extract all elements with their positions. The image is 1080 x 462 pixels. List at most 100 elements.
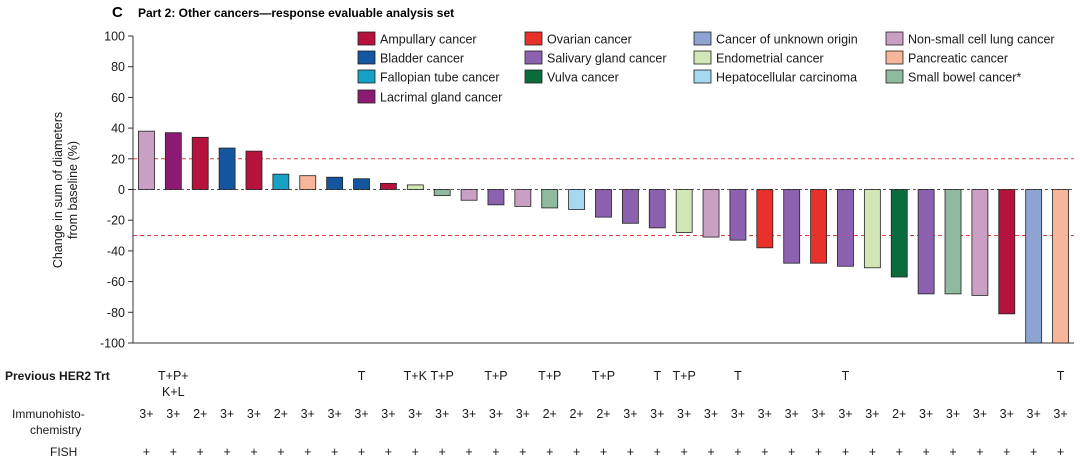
ihc-cell: 3+ [328,407,342,421]
row-title-trt: Previous HER2 Trt [5,369,110,383]
ihc-cell: 3+ [704,407,718,421]
fish-cell: + [197,445,204,459]
legend: Ampullary cancer Ovarian cancer Cancer of … [357,31,1055,105]
bar [406,184,424,190]
trt-cell: T+K [404,369,428,383]
trt-cell-line: T+P [431,369,454,383]
row-title-ihc-line: Immunohisto- [12,407,85,421]
fish-cell: + [600,445,607,459]
y-tick-label: -60 [107,275,125,289]
bar [675,189,693,233]
trt-cell: T+P [484,369,507,383]
bar [191,136,209,190]
trt-cell: T+P [538,369,561,383]
bar [971,189,989,296]
trt-cell: T [842,369,850,383]
legend-swatch [693,31,712,46]
ihc-cell: 3+ [489,407,503,421]
ihc-cell: 3+ [354,407,368,421]
bar [272,173,290,190]
legend-swatch [885,69,904,84]
fish-cell: + [439,445,446,459]
row-title-fish: FISH [50,445,77,459]
fish-cell: + [223,445,230,459]
bar [621,189,639,224]
y-axis: 100 80 60 40 20 0 -20 -40 -60 -80 -100 [100,30,1074,351]
ihc-cell: 3+ [811,407,825,421]
trt-cell-line: T [842,369,850,383]
fish-cell: + [707,445,714,459]
fish-cell: + [358,445,365,459]
fish-cell: + [949,445,956,459]
legend-swatch [885,31,904,46]
trt-cell: T [358,369,366,383]
bar [299,175,317,190]
ihc-cell: 3+ [1027,407,1041,421]
fish-cell: + [761,445,768,459]
bar [380,182,397,190]
ihc-cell: 3+ [838,407,852,421]
trt-cell: T+P+ K+L [158,369,189,399]
legend-swatch [524,31,543,46]
ihc-cell: 3+ [381,407,395,421]
fish-cell: + [896,445,903,459]
trt-cell-line: T+K [404,369,428,383]
ihc-cell: 2+ [892,407,906,421]
bar [541,189,559,209]
trt-cell-line: T [358,369,366,383]
ihc-cell: 3+ [1000,407,1014,421]
y-tick-label: -100 [100,337,125,351]
ihc-cell: 3+ [623,407,637,421]
legend-swatch [693,69,712,84]
y-tick-label: -40 [107,244,125,258]
bar [1052,189,1069,344]
fish-cell: + [788,445,795,459]
bar [810,189,827,264]
bar [245,150,263,190]
bar [890,189,908,278]
trt-cell: T+P [673,369,696,383]
y-axis-title: Change in sum of diametersfrom baseline … [51,112,80,268]
fish-cell: + [412,445,419,459]
bar [460,189,478,201]
row-title-ihc: Immunohisto-chemistry [12,407,85,437]
trt-cell-line: K+L [162,385,185,399]
ihc-cell: 3+ [865,407,879,421]
ihc-cell: 2+ [569,407,583,421]
legend-label: Endometrial cancer [716,52,824,66]
fish-cell: + [1030,445,1037,459]
ihc-cell: 3+ [166,407,180,421]
legend-swatch [524,50,543,65]
legend-label: Non-small cell lung cancer [908,33,1055,47]
bar [944,189,962,295]
fish-cell: + [250,445,257,459]
legend-label: Ovarian cancer [547,33,632,47]
trt-cell: T [653,369,661,383]
ihc-cell: 3+ [516,407,530,421]
fish-cell: + [815,445,822,459]
ihc-cell: 3+ [139,407,153,421]
trt-cell: T+P [431,369,454,383]
bar [218,147,236,190]
y-tick-label: 80 [111,60,125,74]
legend-label: Ampullary cancer [380,33,477,47]
bar [756,189,774,249]
trt-cell-line: T+P+ [158,369,189,383]
y-tick-label: 40 [111,122,125,136]
bar [138,130,155,190]
ihc-cell: 3+ [758,407,772,421]
fish-cell: + [277,445,284,459]
ihc-cell: 3+ [919,407,933,421]
ihc-cell: 3+ [220,407,234,421]
ihc-cell: 3+ [247,407,261,421]
ihc-cell: 3+ [408,407,422,421]
bar [1025,189,1043,344]
fish-cell: + [465,445,472,459]
ihc-cell: 3+ [946,407,960,421]
legend-swatch [357,89,376,104]
bar [487,189,505,206]
trt-cell-line: T [1057,369,1065,383]
ihc-cell: 3+ [435,407,449,421]
y-tick-label: -80 [107,306,125,320]
